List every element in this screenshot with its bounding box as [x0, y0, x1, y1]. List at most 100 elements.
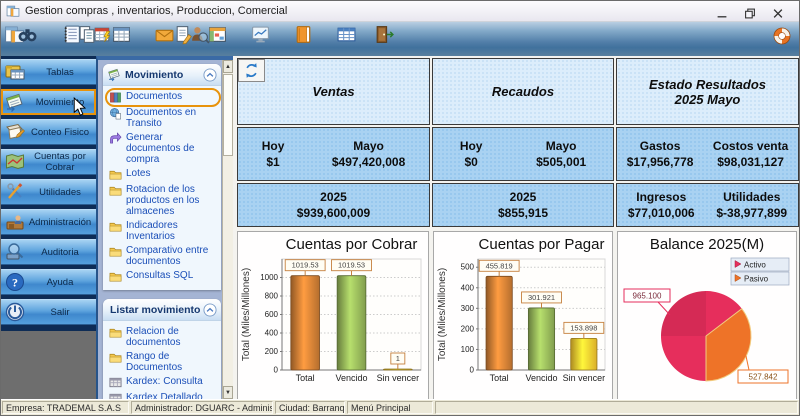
- svg-text:1: 1: [396, 354, 400, 363]
- svg-text:Total: Total: [490, 373, 509, 383]
- movement-icon: [4, 91, 26, 113]
- sidebar-item-tablas[interactable]: Tablas: [1, 59, 96, 85]
- svg-text:400: 400: [265, 329, 279, 338]
- nav-item-consultas-sql[interactable]: Consultas SQL: [107, 269, 219, 284]
- status-user: Administrador: DGUARC - Administrador Co…: [131, 401, 273, 414]
- sidebar-item-movimiento[interactable]: Movimiento: [1, 89, 96, 115]
- metric-row: Ingresos $77,010,006 Utilidades $-38,977…: [616, 183, 799, 227]
- metric-row: Hoy $1 Mayo $497,420,008: [237, 127, 430, 181]
- sidebar-item-label: Ayuda: [46, 276, 74, 288]
- nav-item-label: Rotacion de los productos en los almacen…: [126, 184, 200, 217]
- svg-text:1000: 1000: [260, 273, 278, 282]
- svg-text:Pasivo: Pasivo: [744, 275, 769, 284]
- recaudos-column: Recaudos Hoy $0 Mayo $505,001 2025: [432, 58, 614, 227]
- nav-item-label: Documentos en Transito: [126, 107, 197, 129]
- nav-item-generar-documentos-de-compra[interactable]: Generar documentos de compra: [107, 131, 219, 166]
- svg-text:965.100: 965.100: [633, 292, 662, 301]
- sidebar-item-salir[interactable]: Salir: [1, 299, 96, 325]
- sidebar-item-conteo-fisico[interactable]: Conteo Fisico: [1, 119, 96, 145]
- svg-text:100: 100: [461, 345, 475, 354]
- svg-text:Sin vencer: Sin vencer: [377, 373, 420, 383]
- sidebar-item-administracion[interactable]: Administración: [1, 209, 96, 235]
- main-area: Ventas Hoy $1 Mayo $497,420,008 2025: [233, 56, 799, 404]
- svg-text:400: 400: [461, 283, 475, 292]
- metric-cell: Hoy $0: [459, 139, 483, 169]
- sidebar-item-ayuda[interactable]: ? Ayuda: [1, 269, 96, 295]
- pivot-table-icon[interactable]: [207, 24, 228, 45]
- monitor-chart-icon[interactable]: [250, 24, 271, 45]
- folder-icon: [109, 245, 122, 258]
- chart-cuentas-por-pagar: Cuentas por Pagar Total (Miles/Millones) 0…: [433, 231, 613, 404]
- metric-row: Gastos $17,956,778 Costos venta $98,031,…: [616, 127, 799, 181]
- grid-window-icon[interactable]: [111, 24, 132, 45]
- scrollbar-thumb[interactable]: [223, 74, 233, 156]
- metric-cell: Gastos $17,956,778: [626, 139, 694, 169]
- panel-header[interactable]: Movimiento: [103, 64, 221, 86]
- metric-cell: 2025 $855,915: [497, 190, 549, 220]
- collapse-icon[interactable]: [203, 67, 217, 82]
- new-form-icon[interactable]: [4, 24, 25, 45]
- copy-document-icon[interactable]: [77, 24, 98, 45]
- summary-table: Ventas Hoy $1 Mayo $497,420,008 2025: [237, 58, 799, 227]
- exit-door-icon[interactable]: [374, 24, 395, 45]
- scroll-up-icon[interactable]: ▲: [223, 60, 233, 73]
- notebook-icon[interactable]: [61, 24, 82, 45]
- svg-text:Total: Total: [296, 373, 315, 383]
- find-user-icon[interactable]: [189, 24, 210, 45]
- svg-text:Cuentas por Pagar: Cuentas por Pagar: [479, 236, 605, 253]
- maximize-button[interactable]: [744, 6, 756, 18]
- refresh-button[interactable]: [238, 59, 265, 82]
- nav-item-rango-de-documentos[interactable]: Rango de Documentos: [107, 350, 219, 374]
- nav-item-comparativo-entre-documentos[interactable]: Comparativo entre documentos: [107, 244, 219, 268]
- sidebar-item-label: Movimiento: [35, 96, 85, 108]
- nav-item-label: Kardex: Consulta: [126, 376, 203, 387]
- panel-title: Listar movimiento: [110, 303, 201, 316]
- sidebar-item-label: Administración: [28, 216, 92, 228]
- folder-icon: [109, 351, 122, 364]
- receivable-icon: [4, 151, 26, 173]
- collapse-icon[interactable]: [203, 302, 217, 317]
- nav-item-kardex-consulta[interactable]: Kardex: Consulta: [107, 375, 219, 390]
- nav-item-rotacion-de-los-productos-en-los-almacenes[interactable]: Rotacion de los productos en los almacen…: [107, 183, 219, 218]
- nav-item-label: Consultas SQL: [126, 270, 194, 281]
- nav-item-indicadores-inventarios[interactable]: Indicadores Inventarios: [107, 219, 219, 243]
- life-ring-icon[interactable]: [772, 26, 792, 46]
- header-line1: Estado Resultados: [648, 76, 767, 92]
- nav-item-documentos[interactable]: Documentos: [105, 88, 221, 107]
- metric-row: 2025 $939,600,009: [237, 183, 430, 227]
- mail-icon[interactable]: [154, 24, 175, 45]
- metric-cell: Ingresos $77,010,006: [627, 190, 695, 220]
- binoculars-search-icon[interactable]: [17, 24, 38, 45]
- close-button[interactable]: [772, 6, 784, 18]
- bar-chart: Cuentas por Cobrar Total (Miles/Millones)…: [241, 236, 422, 383]
- admin-icon: [4, 211, 26, 233]
- nav-item-kardex-detallado[interactable]: Kardex Detallado: [107, 391, 219, 399]
- bar-chart: Cuentas por Pagar Total (Miles/Millones) 0…: [437, 236, 606, 383]
- ktable-icon: [109, 376, 122, 389]
- edit-document-icon[interactable]: [173, 24, 194, 45]
- nav-item-relacion-de-documentos[interactable]: Relacion de documentos: [107, 325, 219, 349]
- data-table-icon[interactable]: [336, 24, 357, 45]
- svg-text:0: 0: [274, 366, 279, 375]
- svg-text:Activo: Activo: [744, 261, 766, 270]
- sidebar-item-auditoria[interactable]: Auditoria: [1, 239, 96, 265]
- scroll-down-icon[interactable]: ▼: [223, 386, 233, 399]
- nav-scrollbar[interactable]: ▲ ▼: [222, 60, 233, 399]
- nav-item-label: Indicadores Inventarios: [126, 220, 178, 242]
- sidebar-item-label: Conteo Fisico: [30, 126, 90, 138]
- pie-chart: Balance 2025(M) Activo Pasivo 965.100 527.84…: [623, 236, 790, 384]
- svg-text:Total (Miles/Millones): Total (Miles/Millones): [437, 268, 448, 361]
- sidebar-item-utilidades[interactable]: Utilidades: [1, 179, 96, 205]
- svg-text:500: 500: [461, 263, 475, 272]
- nav-item-lotes[interactable]: Lotes: [107, 167, 219, 182]
- svg-text:200: 200: [265, 347, 279, 356]
- sidebar-item-label: Salir: [50, 306, 70, 318]
- nav-item-label: Kardex Detallado: [126, 392, 203, 399]
- svg-text:?: ?: [12, 276, 18, 290]
- nav-item-documentos-en-transito[interactable]: Documentos en Transito: [107, 106, 219, 130]
- panel-header[interactable]: Listar movimiento: [103, 299, 221, 321]
- orange-notebook-icon[interactable]: [293, 24, 314, 45]
- calendar-generate-icon[interactable]: [93, 24, 114, 45]
- minimize-button[interactable]: [716, 6, 728, 17]
- sidebar-item-cuentas-por-cobrar[interactable]: Cuentas por Cobrar: [1, 149, 96, 175]
